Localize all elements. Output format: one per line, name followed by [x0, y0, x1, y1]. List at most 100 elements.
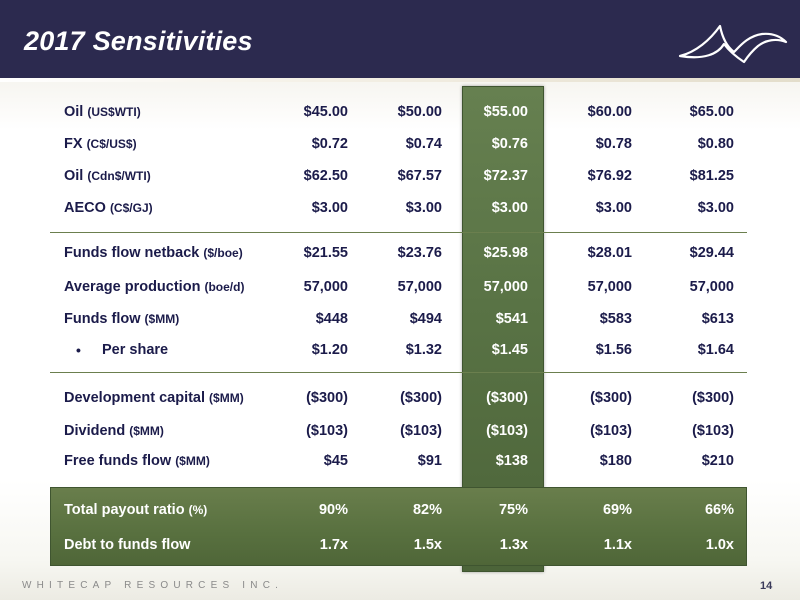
cell: ($103) — [486, 423, 528, 439]
cell: $138 — [495, 453, 528, 469]
cell: $3.00 — [491, 200, 528, 216]
cell: $210 — [701, 453, 734, 469]
cell: 1.1x — [603, 537, 632, 553]
cell: $67.57 — [397, 168, 442, 184]
cell: $21.55 — [303, 245, 348, 261]
cell: $81.25 — [689, 168, 734, 184]
cell: $91 — [417, 453, 442, 469]
row-label: Funds flow ($MM) — [64, 311, 180, 327]
table-row-fx: FX (C$/US$) $0.72 $0.74 $0.76 $0.78 $0.8… — [0, 136, 800, 158]
row-label: Oil (US$WTI) — [64, 104, 141, 120]
cell: $72.37 — [483, 168, 528, 184]
cell: 69% — [602, 502, 632, 518]
cell: $3.00 — [405, 200, 442, 216]
cell: $65.00 — [689, 104, 734, 120]
cell: ($103) — [692, 423, 734, 439]
cell: $0.74 — [405, 136, 442, 152]
cell: 57,000 — [689, 279, 734, 295]
cell: 90% — [318, 502, 348, 518]
cell: $583 — [599, 311, 632, 327]
company-footer: WHITECAP RESOURCES INC. — [22, 580, 284, 591]
cell: ($103) — [400, 423, 442, 439]
cell: $448 — [315, 311, 348, 327]
cell: $1.20 — [311, 342, 348, 358]
cell: 57,000 — [483, 279, 528, 295]
cell: $1.32 — [405, 342, 442, 358]
section-divider — [50, 372, 747, 373]
cell: $62.50 — [303, 168, 348, 184]
table-row-aeco: AECO (C$/GJ) $3.00 $3.00 $3.00 $3.00 $3.… — [0, 200, 800, 222]
row-label: Oil (Cdn$/WTI) — [64, 168, 151, 184]
cell: $3.00 — [697, 200, 734, 216]
section-divider — [50, 232, 747, 233]
row-label: Total payout ratio (%) — [64, 502, 208, 518]
cell: 57,000 — [587, 279, 632, 295]
row-label: Free funds flow ($MM) — [64, 453, 210, 469]
cell: $3.00 — [595, 200, 632, 216]
cell: ($300) — [400, 390, 442, 406]
cell: $3.00 — [311, 200, 348, 216]
table-row-oil-cdn: Oil (Cdn$/WTI) $62.50 $67.57 $72.37 $76.… — [0, 168, 800, 190]
bullet-icon: • — [76, 342, 81, 358]
cell: 66% — [704, 502, 734, 518]
row-label: Debt to funds flow — [64, 537, 191, 553]
cell: $0.76 — [491, 136, 528, 152]
table-row-free-funds-flow: Free funds flow ($MM) $45 $91 $138 $180 … — [0, 453, 800, 475]
cell: 57,000 — [397, 279, 442, 295]
cell: ($300) — [306, 390, 348, 406]
cell: ($103) — [306, 423, 348, 439]
cell: 1.7x — [319, 537, 348, 553]
cell: $180 — [599, 453, 632, 469]
row-label: Average production (boe/d) — [64, 279, 245, 295]
cell: $23.76 — [397, 245, 442, 261]
cell: $541 — [495, 311, 528, 327]
cell: $25.98 — [483, 245, 528, 261]
row-label: AECO (C$/GJ) — [64, 200, 153, 216]
cell: $50.00 — [397, 104, 442, 120]
title-bar — [0, 0, 800, 78]
cell: $28.01 — [587, 245, 632, 261]
table-row-dividend: Dividend ($MM) ($103) ($103) ($103) ($10… — [0, 423, 800, 445]
cell: 1.0x — [705, 537, 734, 553]
row-label: Dividend ($MM) — [64, 423, 164, 439]
cell: 1.5x — [413, 537, 442, 553]
cell: $494 — [409, 311, 442, 327]
cell: $45.00 — [303, 104, 348, 120]
table-row-dev-capital: Development capital ($MM) ($300) ($300) … — [0, 390, 800, 412]
cell: 57,000 — [303, 279, 348, 295]
row-label: Development capital ($MM) — [64, 390, 244, 406]
cell: $0.72 — [311, 136, 348, 152]
row-label: FX (C$/US$) — [64, 136, 137, 152]
table-row-per-share: • Per share $1.20 $1.32 $1.45 $1.56 $1.6… — [0, 342, 800, 364]
table-row-payout-ratio: Total payout ratio (%) 90% 82% 75% 69% 6… — [0, 502, 800, 524]
table-row-oil-usd: Oil (US$WTI) $45.00 $50.00 $55.00 $60.00… — [0, 104, 800, 126]
row-label: Per share — [102, 342, 169, 358]
cell: 82% — [412, 502, 442, 518]
cell: $1.56 — [595, 342, 632, 358]
cell: ($103) — [590, 423, 632, 439]
table-row-debt-to-funds: Debt to funds flow 1.7x 1.5x 1.3x 1.1x 1… — [0, 537, 800, 559]
cell: $76.92 — [587, 168, 632, 184]
company-logo-icon — [678, 24, 788, 64]
slide-title: 2017 Sensitivities — [24, 26, 253, 56]
table-row-netback: Funds flow netback ($/boe) $21.55 $23.76… — [0, 245, 800, 267]
cell: $29.44 — [689, 245, 734, 261]
table-row-funds-flow: Funds flow ($MM) $448 $494 $541 $583 $61… — [0, 311, 800, 333]
cell: ($300) — [590, 390, 632, 406]
cell: 75% — [498, 502, 528, 518]
cell: $55.00 — [483, 104, 528, 120]
cell: $613 — [701, 311, 734, 327]
payout-summary-band — [50, 487, 747, 566]
cell: ($300) — [486, 390, 528, 406]
cell: 1.3x — [499, 537, 528, 553]
table-row-production: Average production (boe/d) 57,000 57,000… — [0, 279, 800, 301]
page-number: 14 — [760, 580, 773, 592]
cell: ($300) — [692, 390, 734, 406]
header-divider — [0, 78, 800, 82]
cell: $0.78 — [595, 136, 632, 152]
cell: $0.80 — [697, 136, 734, 152]
row-label: Funds flow netback ($/boe) — [64, 245, 243, 261]
cell: $60.00 — [587, 104, 632, 120]
cell: $1.64 — [697, 342, 734, 358]
cell: $45 — [323, 453, 348, 469]
